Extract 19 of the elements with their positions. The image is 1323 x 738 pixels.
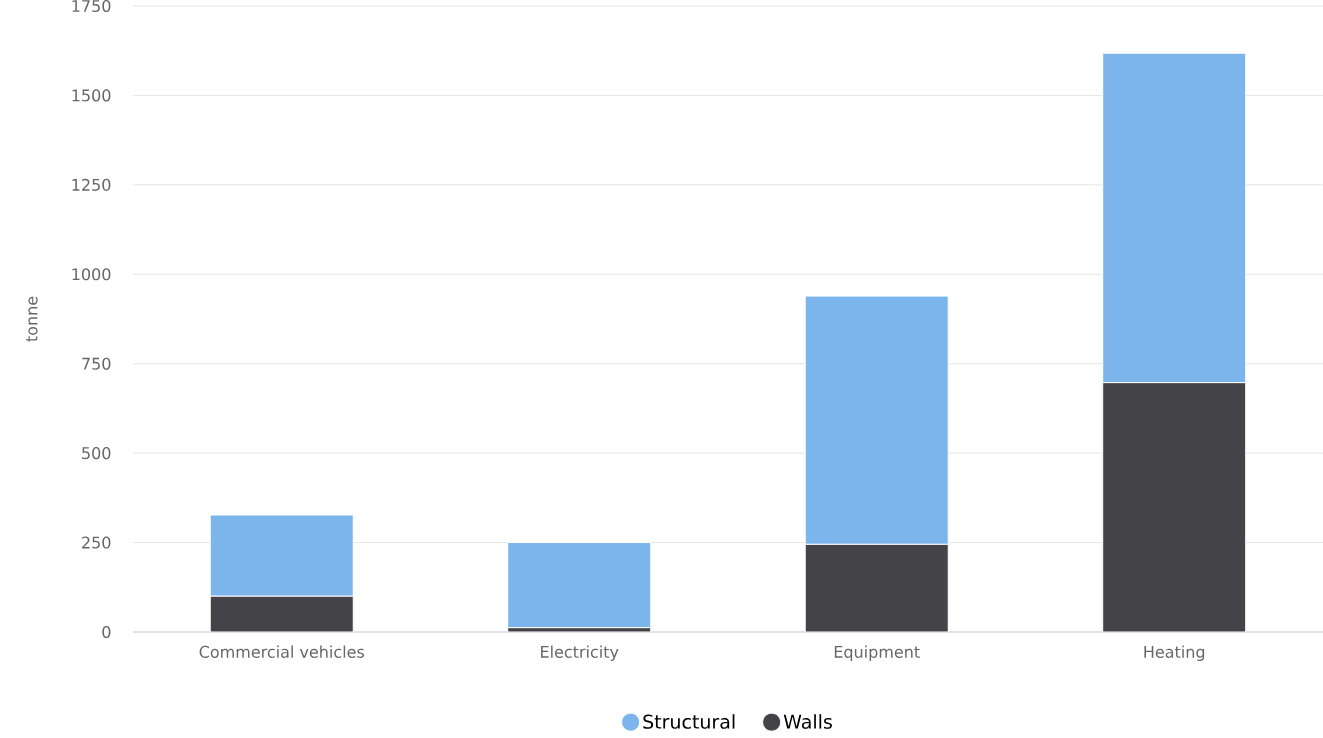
bar [804, 543, 949, 632]
x-tick-label: Equipment [834, 645, 920, 661]
y-axis-title: tonne [26, 296, 38, 342]
y-tick-label: 0 [102, 625, 111, 639]
y-tick-label: 750 [82, 357, 111, 370]
y-tick-label: 1500 [72, 89, 111, 102]
x-tick-label: Commercial vehicles [199, 645, 365, 658]
y-tick-label: 1750 [72, 0, 111, 13]
bar [1102, 382, 1247, 632]
y-tick-label: 1000 [72, 268, 111, 281]
bar [507, 542, 652, 629]
legend-label: Walls [783, 714, 832, 729]
y-tick-label: 500 [82, 447, 111, 460]
y-tick-label: 1250 [72, 178, 111, 191]
bar [209, 595, 354, 632]
y-tick-label: 250 [82, 536, 111, 549]
x-tick-label: Heating [1144, 645, 1205, 661]
legend-label: Structural [643, 714, 735, 729]
x-tick-label: Electricity [541, 645, 619, 661]
